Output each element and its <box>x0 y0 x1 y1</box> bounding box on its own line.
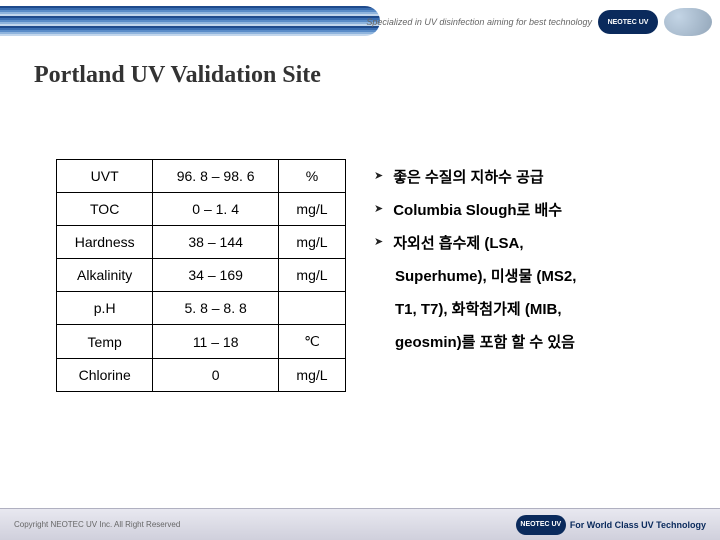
header-tagline: Specialized in UV disinfection aiming fo… <box>366 17 592 27</box>
value-cell: 5. 8 – 8. 8 <box>153 292 279 325</box>
table-row: UVT 96. 8 – 98. 6 % <box>57 160 346 193</box>
table-row: Hardness 38 – 144 mg/L <box>57 226 346 259</box>
value-cell: 0 <box>153 359 279 392</box>
bullet-arrow-icon: ➤ <box>374 161 383 193</box>
bullet-text: Columbia Slough로 배수 <box>393 194 562 227</box>
value-cell: 0 – 1. 4 <box>153 193 279 226</box>
value-cell: 38 – 144 <box>153 226 279 259</box>
bullet-list: ➤ 좋은 수질의 지하수 공급 ➤ Columbia Slough로 배수 ➤ … <box>374 159 690 392</box>
bullet-text: 자외선 흡수제 (LSA, <box>393 227 523 260</box>
value-cell: 11 – 18 <box>153 325 279 359</box>
bullet-item: ➤ 자외선 흡수제 (LSA, <box>374 227 690 260</box>
bullet-continuation: Superhume), 미생물 (MS2, <box>395 260 690 293</box>
value-cell: 96. 8 – 98. 6 <box>153 160 279 193</box>
footer-logo-sub: For World Class UV Technology <box>570 520 706 530</box>
unit-cell: mg/L <box>278 359 345 392</box>
header-decoration <box>0 6 380 36</box>
param-cell: Hardness <box>57 226 153 259</box>
bullet-item: ➤ 좋은 수질의 지하수 공급 <box>374 161 690 194</box>
unit-cell: ℃ <box>278 325 345 359</box>
bullet-text: 좋은 수질의 지하수 공급 <box>393 161 544 194</box>
table-row: Chlorine 0 mg/L <box>57 359 346 392</box>
table-row: p.H 5. 8 – 8. 8 <box>57 292 346 325</box>
unit-cell: % <box>278 160 345 193</box>
globe-graphic <box>664 8 712 36</box>
unit-cell <box>278 292 345 325</box>
unit-cell: mg/L <box>278 193 345 226</box>
bullet-continuation: geosmin)를 포함 할 수 있음 <box>395 326 690 359</box>
table-row: TOC 0 – 1. 4 mg/L <box>57 193 346 226</box>
bullet-arrow-icon: ➤ <box>374 227 383 259</box>
header-bar: Specialized in UV disinfection aiming fo… <box>0 0 720 42</box>
page-title: Portland UV Validation Site <box>34 62 720 89</box>
param-cell: Temp <box>57 325 153 359</box>
parameters-table: UVT 96. 8 – 98. 6 % TOC 0 – 1. 4 mg/L Ha… <box>56 159 346 392</box>
unit-cell: mg/L <box>278 226 345 259</box>
param-cell: TOC <box>57 193 153 226</box>
value-cell: 34 – 169 <box>153 259 279 292</box>
param-cell: UVT <box>57 160 153 193</box>
footer: Copyright NEOTEC UV Inc. All Right Reser… <box>0 508 720 540</box>
logo-top: NEOTEC UV <box>598 10 658 34</box>
footer-logo: NEOTEC UV For World Class UV Technology <box>516 515 706 535</box>
header-right: Specialized in UV disinfection aiming fo… <box>366 8 712 36</box>
table-row: Alkalinity 34 – 169 mg/L <box>57 259 346 292</box>
unit-cell: mg/L <box>278 259 345 292</box>
copyright-text: Copyright NEOTEC UV Inc. All Right Reser… <box>14 520 180 529</box>
footer-logo-mark: NEOTEC UV <box>516 515 566 535</box>
table-row: Temp 11 – 18 ℃ <box>57 325 346 359</box>
param-cell: p.H <box>57 292 153 325</box>
param-cell: Alkalinity <box>57 259 153 292</box>
bullet-continuation: T1, T7), 화학첨가제 (MIB, <box>395 293 690 326</box>
param-cell: Chlorine <box>57 359 153 392</box>
bullet-arrow-icon: ➤ <box>374 194 383 226</box>
content-area: UVT 96. 8 – 98. 6 % TOC 0 – 1. 4 mg/L Ha… <box>0 159 720 392</box>
bullet-item: ➤ Columbia Slough로 배수 <box>374 194 690 227</box>
